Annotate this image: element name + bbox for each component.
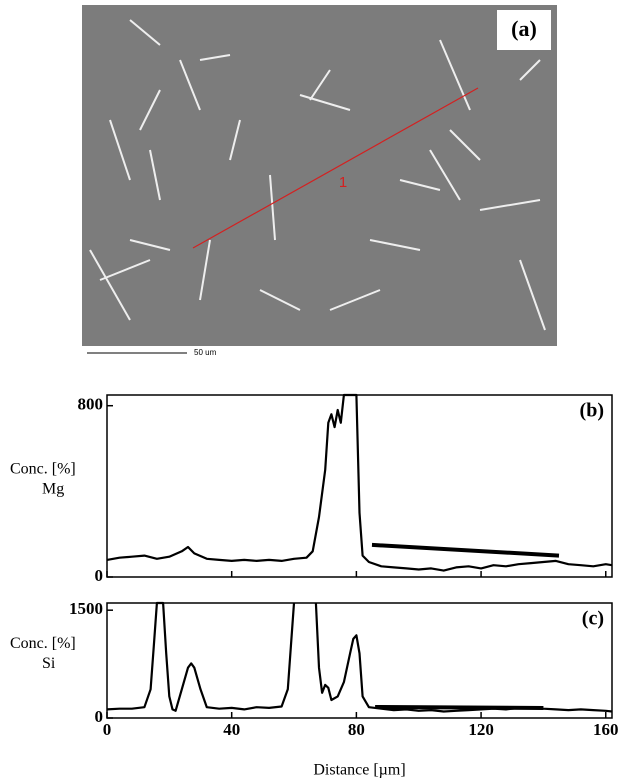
sem-image: 1 (a) 50 um (82, 5, 557, 360)
panel-label: (c) (582, 608, 604, 630)
x-tick-label: 120 (468, 720, 494, 739)
plot-frame (106, 394, 613, 578)
profile-line (106, 601, 613, 713)
scan-line (192, 87, 479, 249)
y-axis-label: Si (42, 655, 56, 672)
profile-line (106, 393, 613, 572)
y-tick-label: 0 (95, 707, 104, 726)
y-axis-label: Conc. [%] (10, 461, 76, 478)
x-axis-label: Distance [µm] (313, 762, 405, 779)
x-tick-label: 80 (348, 720, 365, 739)
y-axis-label: Conc. [%] (10, 635, 76, 652)
scan-line-label: 1 (339, 174, 347, 191)
x-tick-label: 0 (103, 720, 112, 739)
y-tick-label: 1500 (69, 599, 103, 618)
panel-label: (a) (511, 16, 537, 41)
panel-label-box (497, 10, 551, 50)
image-background (82, 5, 557, 360)
annotation-line (371, 542, 560, 558)
x-tick-label: 160 (593, 720, 619, 739)
scale-bar-label: 50 um (194, 348, 217, 357)
x-tick-label: 40 (223, 720, 240, 739)
y-axis-label: Mg (42, 481, 64, 498)
image-features (89, 19, 546, 331)
scale-strip (82, 346, 557, 360)
panel-label: (b) (580, 400, 604, 422)
annotation-line (375, 705, 544, 711)
plot-frame (106, 602, 613, 719)
y-tick-label: 800 (78, 395, 104, 414)
y-tick-label: 0 (95, 566, 104, 585)
